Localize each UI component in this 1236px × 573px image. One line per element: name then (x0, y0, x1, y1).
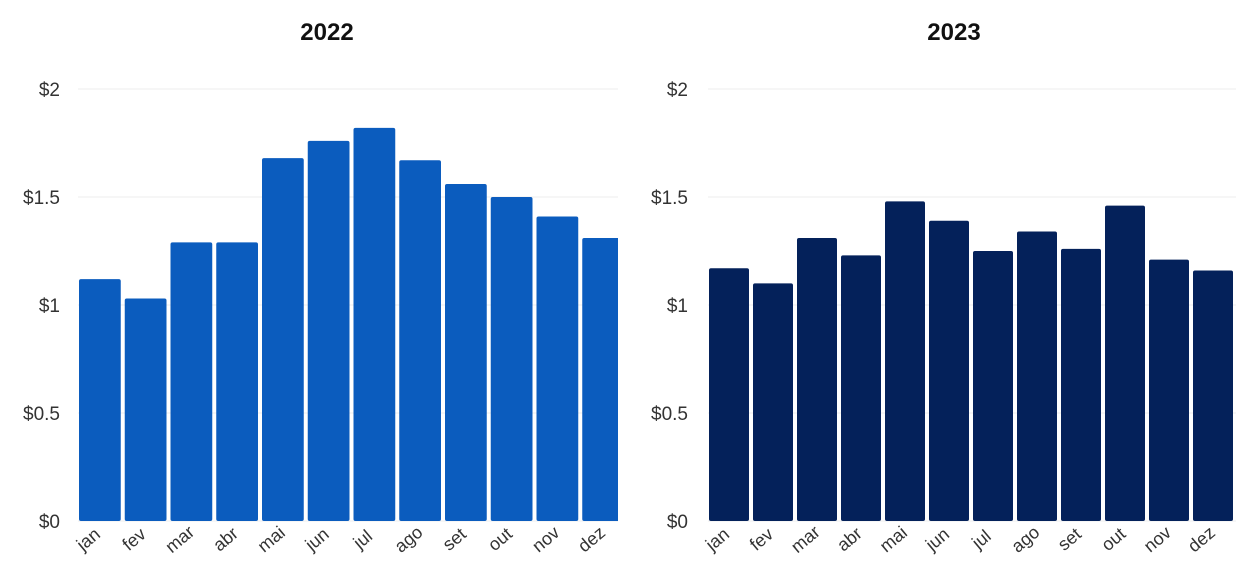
bar (124, 298, 167, 521)
x-tick-label: nov (1140, 522, 1175, 556)
bar (582, 238, 618, 521)
x-tick-label: ago (391, 522, 427, 557)
bar (216, 242, 258, 522)
x-tick-label: jan (701, 524, 733, 555)
bar (399, 160, 441, 521)
bar (1193, 270, 1233, 521)
y-tick-label: $2 (39, 80, 60, 101)
x-tick-label: jul (967, 526, 994, 554)
chart-2023: 2023 $0 $0.5 $1 $1.5 $2 jan fev mar abr mai jun jul… (651, 19, 1236, 557)
chart-title: 2023 (927, 19, 980, 46)
x-tick-label: set (1054, 524, 1085, 555)
x-tick-label: mai (254, 522, 289, 556)
x-tick-label: mai (876, 522, 911, 556)
bar (753, 283, 793, 521)
bar (841, 255, 881, 521)
x-tick-label: abr (833, 523, 866, 555)
bar (445, 184, 487, 522)
y-tick-label: $0 (39, 512, 60, 533)
bar (490, 197, 533, 521)
bar (79, 279, 121, 521)
bar (973, 251, 1013, 521)
bar (1017, 231, 1057, 521)
y-tick-label: $1 (667, 296, 688, 317)
bar (709, 268, 749, 521)
y-tick-label: $1.5 (23, 188, 60, 209)
x-tick-label: dez (574, 522, 609, 556)
chart-title: 2022 (300, 19, 353, 46)
y-tick-label: $2 (667, 80, 688, 101)
bar (262, 158, 304, 521)
x-tick-label: abr (209, 523, 242, 555)
x-tick-label: out (1097, 524, 1129, 555)
bar (885, 201, 925, 521)
bar (929, 220, 969, 521)
x-tick-label: jan (72, 524, 104, 555)
x-tick-label: out (484, 524, 516, 555)
y-tick-label: $1 (39, 296, 60, 317)
bar (353, 127, 396, 521)
y-tick-label: $0 (667, 512, 688, 533)
y-tick-label: $0.5 (651, 404, 688, 425)
bar (1061, 248, 1101, 521)
x-tick-label: jun (921, 524, 953, 555)
y-tick-label: $1.5 (651, 188, 688, 209)
chart-2022: 2022 $0 $0.5 $1 $1.5 $2 jan fev mar abr mai jun jul… (23, 19, 618, 557)
bar (1105, 205, 1145, 521)
x-tick-label: fev (118, 524, 149, 555)
x-tick-label: dez (1184, 522, 1219, 556)
bar (797, 238, 837, 522)
x-tick-label: ago (1007, 522, 1043, 557)
x-tick-label: jul (349, 526, 376, 554)
x-tick-label: mar (162, 522, 199, 557)
x-tick-label: fev (746, 524, 777, 555)
y-tick-label: $0.5 (23, 404, 60, 425)
bar (307, 140, 350, 521)
bar (536, 216, 579, 521)
x-tick-label: set (439, 524, 470, 555)
bar (170, 242, 213, 522)
x-tick-label: mar (787, 522, 824, 557)
bar (1149, 259, 1189, 521)
x-tick-label: jun (301, 524, 333, 555)
x-tick-label: nov (528, 522, 563, 556)
